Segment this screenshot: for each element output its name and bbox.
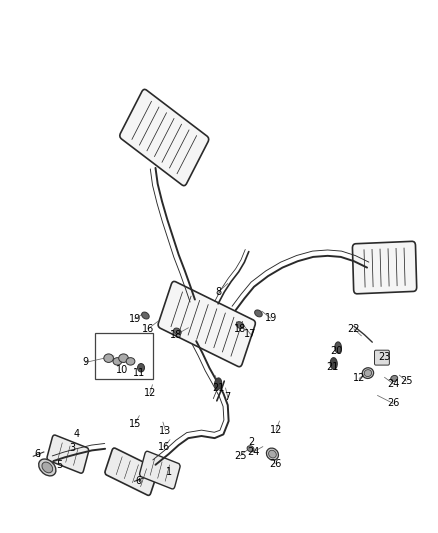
Text: 24: 24 — [247, 447, 259, 457]
Bar — [95, 333, 153, 379]
Text: 4: 4 — [74, 430, 80, 439]
Ellipse shape — [42, 462, 53, 473]
Text: 19: 19 — [265, 313, 277, 323]
Text: 13: 13 — [159, 426, 172, 435]
FancyBboxPatch shape — [140, 451, 180, 489]
Text: 17: 17 — [244, 329, 257, 339]
Circle shape — [138, 364, 145, 372]
FancyBboxPatch shape — [158, 281, 255, 367]
FancyBboxPatch shape — [105, 448, 158, 495]
Text: 15: 15 — [129, 419, 141, 429]
FancyBboxPatch shape — [353, 241, 417, 294]
Ellipse shape — [254, 310, 262, 317]
FancyBboxPatch shape — [120, 90, 208, 185]
Ellipse shape — [113, 358, 122, 365]
Ellipse shape — [247, 446, 254, 452]
Text: 1: 1 — [166, 467, 172, 477]
Text: 26: 26 — [387, 399, 399, 408]
Text: 18: 18 — [234, 325, 246, 334]
Text: 6: 6 — [34, 449, 40, 459]
Text: 11: 11 — [133, 368, 145, 378]
Ellipse shape — [268, 450, 276, 458]
Text: 8: 8 — [215, 287, 221, 297]
Ellipse shape — [236, 321, 244, 329]
Text: 25: 25 — [234, 451, 246, 461]
Text: 6: 6 — [135, 476, 141, 486]
FancyBboxPatch shape — [374, 350, 389, 365]
Ellipse shape — [104, 354, 113, 362]
Text: 7: 7 — [225, 392, 231, 402]
Ellipse shape — [391, 375, 398, 382]
Ellipse shape — [119, 354, 128, 362]
Text: 12: 12 — [144, 389, 156, 398]
Text: 9: 9 — [82, 358, 88, 367]
Text: 18: 18 — [170, 330, 182, 340]
Ellipse shape — [335, 342, 342, 353]
Text: 16: 16 — [158, 442, 170, 451]
Ellipse shape — [330, 358, 337, 369]
Text: 2: 2 — [249, 438, 255, 447]
Ellipse shape — [39, 459, 56, 476]
FancyBboxPatch shape — [47, 435, 89, 473]
Ellipse shape — [126, 358, 135, 365]
Text: 16: 16 — [142, 324, 154, 334]
Ellipse shape — [215, 378, 222, 390]
Text: 21: 21 — [326, 362, 338, 372]
Text: 21: 21 — [212, 383, 224, 393]
Ellipse shape — [362, 368, 374, 378]
Text: 24: 24 — [387, 379, 399, 389]
Text: 23: 23 — [378, 352, 391, 362]
Text: 22: 22 — [348, 324, 360, 334]
Text: 12: 12 — [270, 425, 282, 435]
Text: 26: 26 — [269, 459, 281, 469]
Text: 12: 12 — [353, 374, 365, 383]
Ellipse shape — [364, 369, 371, 377]
Ellipse shape — [173, 328, 181, 335]
Text: 19: 19 — [129, 314, 141, 324]
Text: 20: 20 — [330, 346, 343, 356]
Text: 10: 10 — [116, 366, 128, 375]
Ellipse shape — [141, 312, 149, 319]
Text: 5: 5 — [56, 460, 62, 470]
Text: 3: 3 — [69, 443, 75, 453]
Text: 25: 25 — [400, 376, 413, 386]
Ellipse shape — [266, 448, 279, 460]
